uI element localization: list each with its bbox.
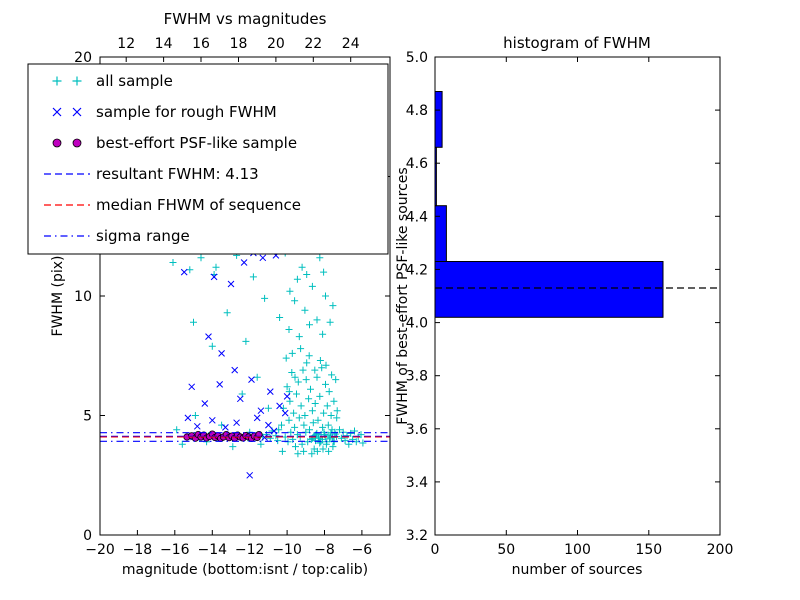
legend-box [27,63,389,255]
histogram-plot-ticks: 0 50 100 150 200 3.2 3.4 3.6 3.8 4.0 4.2 4.4 4.6 4.8 5… [406,50,734,558]
x-tick-label: 0 [431,542,440,558]
legend-plus-marker-icon [72,76,82,86]
legend: all sample sample for rough FWHM best-effo… [27,63,389,255]
scatter-plot-ylabel: FWHM (pix) [50,256,66,337]
histogram-bar [434,91,443,148]
legend-item-5: sigma range [44,227,190,245]
histogram-plot-ylabel: FWHM of best-effort PSF-like sources [395,167,411,424]
x-tick-label: −20 [85,542,115,558]
y-tick-label: 4.6 [406,156,428,172]
y-tick-label: 3.2 [406,528,428,544]
legend-item-1: sample for rough FWHM [52,103,277,121]
y-tick-label: 3.8 [406,369,428,385]
y-tick-label: 5 [83,409,92,425]
legend-item-label: resultant FWHM: 4.13 [96,165,259,183]
histogram-plot-xlabel: number of sources [512,562,643,578]
all-sample-points [169,218,367,458]
x-tick-label: −18 [123,542,153,558]
legend-circle-marker-icon [52,138,62,148]
histogram-plot-title: histogram of FWHM [503,34,651,52]
legend-x-marker-icon [72,107,82,117]
histogram-plot-data [434,91,720,318]
y-tick-label: 4.8 [406,103,428,119]
top-tick-label: 14 [155,36,173,52]
legend-plus-marker-icon [52,76,62,86]
top-tick-label: 18 [230,36,248,52]
y-tick-label: 3.6 [406,422,428,438]
top-tick-label: 16 [192,36,210,52]
y-tick-label: 4.4 [406,209,428,225]
scatter-plot-title: FWHM vs magnitudes [164,10,327,28]
y-tick-label: 4.0 [406,316,428,332]
legend-item-4: median FHWM of sequence [44,196,301,214]
top-tick-label: 12 [117,36,135,52]
histogram-plot: 0 50 100 150 200 3.2 3.4 3.6 3.8 4.0 4.2 4.4 4.6 4.8 5… [395,34,733,578]
legend-item-2: best-effort PSF-like sample [52,134,297,152]
x-tick-label: 200 [707,542,734,558]
x-tick-label: −10 [272,542,302,558]
y-tick-label: 20 [74,50,92,66]
legend-circle-marker-icon [72,138,82,148]
legend-item-label: all sample [96,72,173,90]
histogram-bar [434,261,664,318]
top-tick-label: 20 [267,36,285,52]
x-tick-label: −8 [314,542,335,558]
y-tick-label: 10 [74,289,92,305]
legend-item-3: resultant FWHM: 4.13 [44,165,259,183]
y-tick-label: 3.4 [406,475,428,491]
legend-item-label: sigma range [96,227,190,245]
x-tick-label: 50 [497,542,515,558]
scatter-plot-data [100,218,390,479]
y-tick-label: 4.2 [406,262,428,278]
legend-item-label: best-effort PSF-like sample [96,134,297,152]
legend-x-marker-icon [52,107,62,117]
top-tick-label: 24 [342,36,360,52]
scatter-plot-xlabel: magnitude (bottom:isnt / top:calib) [122,562,368,578]
histogram-bar [434,205,447,262]
x-tick-label: 150 [635,542,662,558]
legend-item-label: sample for rough FWHM [96,103,277,121]
y-tick-label: 0 [83,528,92,544]
legend-item-0: all sample [52,72,173,90]
legend-item-label: median FHWM of sequence [96,196,301,214]
x-tick-label: −12 [235,542,265,558]
y-tick-label: 5.0 [406,50,428,66]
x-tick-label: −14 [198,542,228,558]
x-tick-label: −6 [352,542,373,558]
x-tick-label: −16 [160,542,190,558]
top-tick-label: 22 [304,36,322,52]
x-tick-label: 100 [564,542,591,558]
